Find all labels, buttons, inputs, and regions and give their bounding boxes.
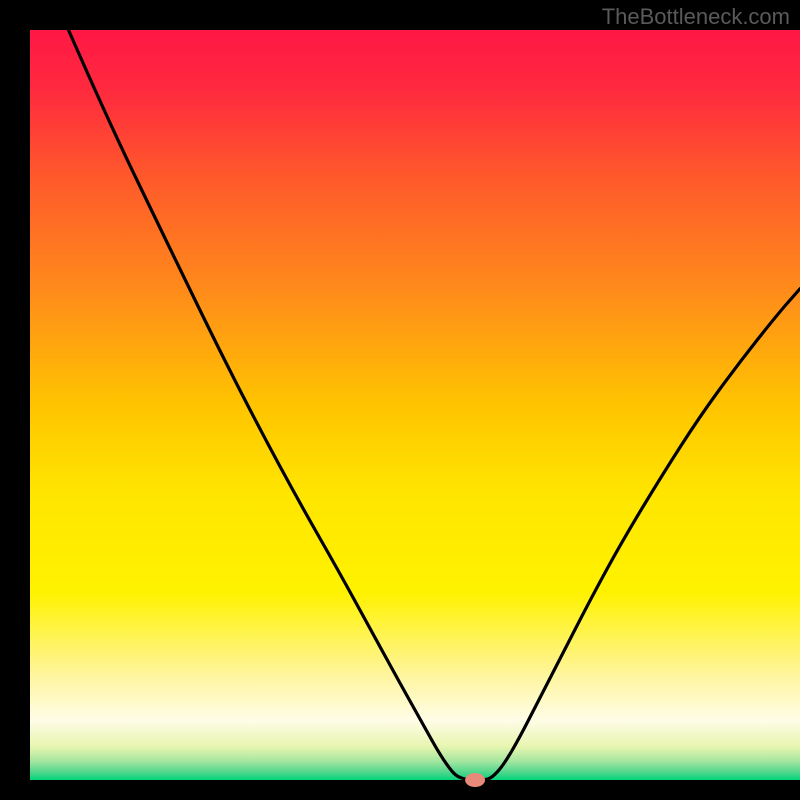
optimal-marker [465,773,485,787]
plot-background [30,30,800,780]
chart-svg [0,0,800,800]
watermark-text: TheBottleneck.com [602,4,790,30]
chart-container: TheBottleneck.com [0,0,800,800]
